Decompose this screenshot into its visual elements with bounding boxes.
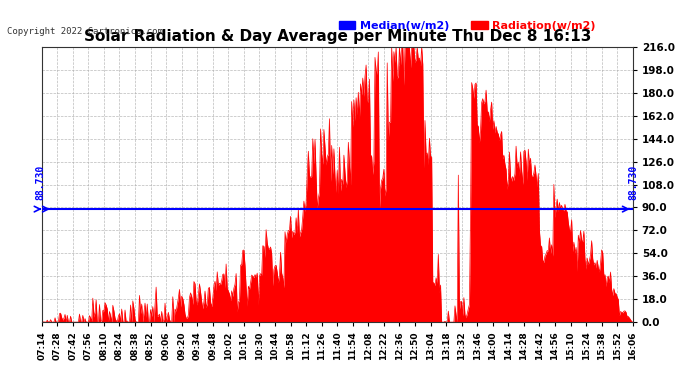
Text: 88.730: 88.730 (629, 165, 639, 200)
Legend: Median(w/m2), Radiation(w/m2): Median(w/m2), Radiation(w/m2) (334, 17, 600, 36)
Text: Copyright 2022 Cartronics.com: Copyright 2022 Cartronics.com (7, 27, 163, 36)
Text: 88.730: 88.730 (36, 165, 46, 200)
Title: Solar Radiation & Day Average per Minute Thu Dec 8 16:13: Solar Radiation & Day Average per Minute… (83, 29, 591, 44)
